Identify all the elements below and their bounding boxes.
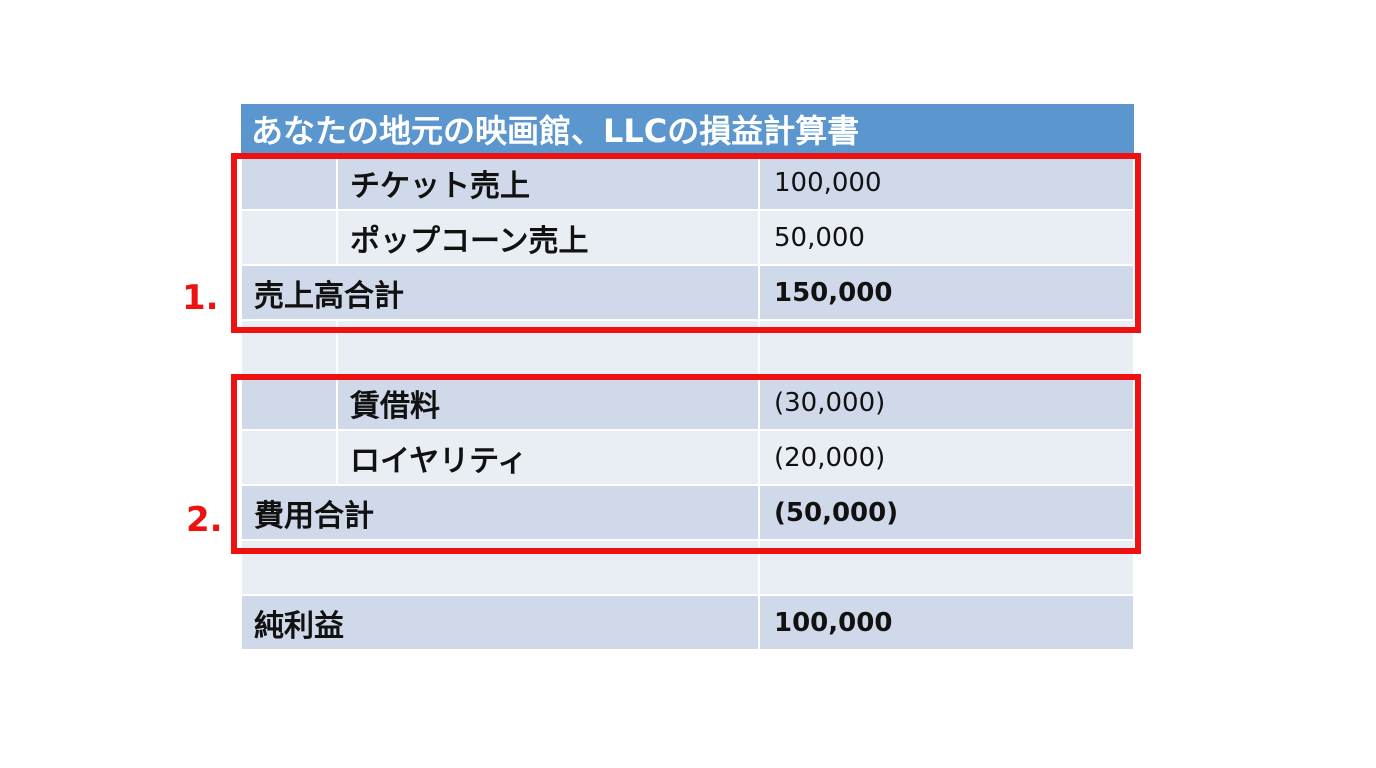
table-row-total-revenue: 売上高合計 150,000	[240, 264, 1135, 321]
marker-two: 2.	[186, 500, 223, 540]
row-label-ticket-sales: チケット売上	[336, 154, 760, 211]
row-label-royalty: ロイヤリティ	[336, 429, 760, 486]
row-label-net-income: 純利益	[240, 594, 760, 651]
row-value-rent: (30,000)	[758, 374, 1135, 431]
table-row-royalty: ロイヤリティ (20,000)	[240, 429, 1135, 486]
expenses-highlight-box	[231, 374, 1141, 554]
row-value-total-revenue: 150,000	[758, 264, 1135, 321]
row-indent-cell	[240, 209, 338, 266]
row-value-popcorn-sales: 50,000	[758, 209, 1135, 266]
table-row-rent: 賃借料 (30,000)	[240, 374, 1135, 431]
table-row-popcorn-sales: ポップコーン売上 50,000	[240, 209, 1135, 266]
row-label-popcorn-sales: ポップコーン売上	[336, 209, 760, 266]
row-label-total-expenses: 費用合計	[240, 484, 760, 541]
table-row-net-income: 純利益 100,000	[240, 594, 1135, 651]
row-value-total-expenses: (50,000)	[758, 484, 1135, 541]
marker-one: 1.	[182, 278, 219, 318]
statement-title: あなたの地元の映画館、LLCの損益計算書	[241, 104, 1134, 156]
revenue-highlight-box	[231, 153, 1141, 333]
row-value-royalty: (20,000)	[758, 429, 1135, 486]
row-indent-cell	[240, 429, 338, 486]
row-value-net-income: 100,000	[758, 594, 1135, 651]
row-label-total-revenue: 売上高合計	[240, 264, 760, 321]
row-label-rent: 賃借料	[336, 374, 760, 431]
table-header-row: あなたの地元の映画館、LLCの損益計算書	[241, 104, 1134, 156]
row-indent-cell	[240, 374, 338, 431]
table-row-total-expenses: 費用合計 (50,000)	[240, 484, 1135, 541]
